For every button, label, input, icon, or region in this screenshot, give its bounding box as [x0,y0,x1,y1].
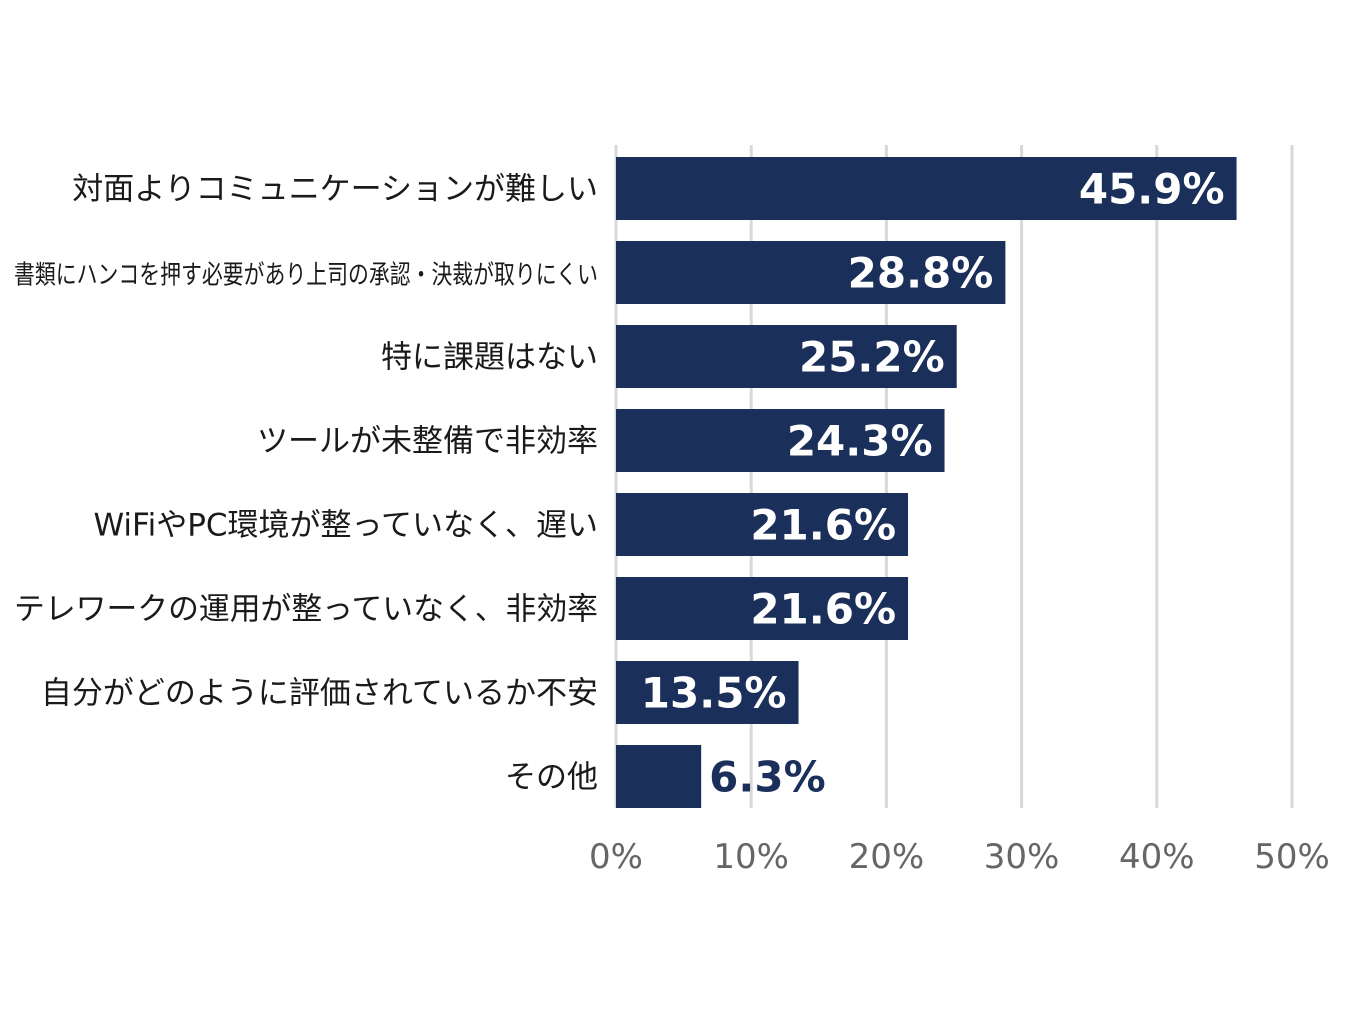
x-tick-label: 0% [589,837,643,877]
bar [616,157,1237,220]
category-label: その他 [505,760,598,796]
bar [616,493,909,556]
value-label: 13.5% [641,669,787,718]
category-label: WiFiやPC環境が整っていなく、遅い [93,508,598,544]
value-label: 25.2% [799,333,945,382]
bar [616,661,799,724]
category-label: 自分がどのように評価されているか不安 [41,676,598,712]
category-label: 対面よりコミュニケーションが難しい [72,172,598,208]
bar [616,745,702,808]
bar [616,325,957,388]
value-label: 21.6% [750,501,896,550]
x-tick-label: 50% [1254,837,1330,877]
bar [616,241,1006,304]
x-axis-tick-labels: 0% 10% 20% 30% 40% 50% [589,837,1330,877]
value-label: 28.8% [848,249,994,298]
x-tick-label: 30% [984,837,1060,877]
bar [616,409,945,472]
category-label: ツールが未整備で非効率 [257,424,598,460]
category-labels: 対面よりコミュニケーションが難しい書類にハンコを押す必要があり上司の承認・決裁が… [14,172,598,796]
bars [616,157,1237,808]
x-tick-label: 20% [849,837,925,877]
value-label: 24.3% [787,417,933,466]
x-tick-label: 10% [713,837,789,877]
category-label: 書類にハンコを押す必要があり上司の承認・決裁が取りにくい [14,261,598,291]
value-label: 45.9% [1079,165,1225,214]
bar [616,577,909,640]
x-tick-label: 40% [1119,837,1195,877]
value-label: 21.6% [750,585,896,634]
value-labels: 45.9% 28.8% 25.2% 24.3% 21.6% 21.6% 13.5% 6.3% [641,165,1225,802]
value-label: 6.3% [709,753,825,802]
category-label: テレワークの運用が整っていなく、非効率 [14,592,598,628]
category-label: 特に課題はない [381,340,598,376]
